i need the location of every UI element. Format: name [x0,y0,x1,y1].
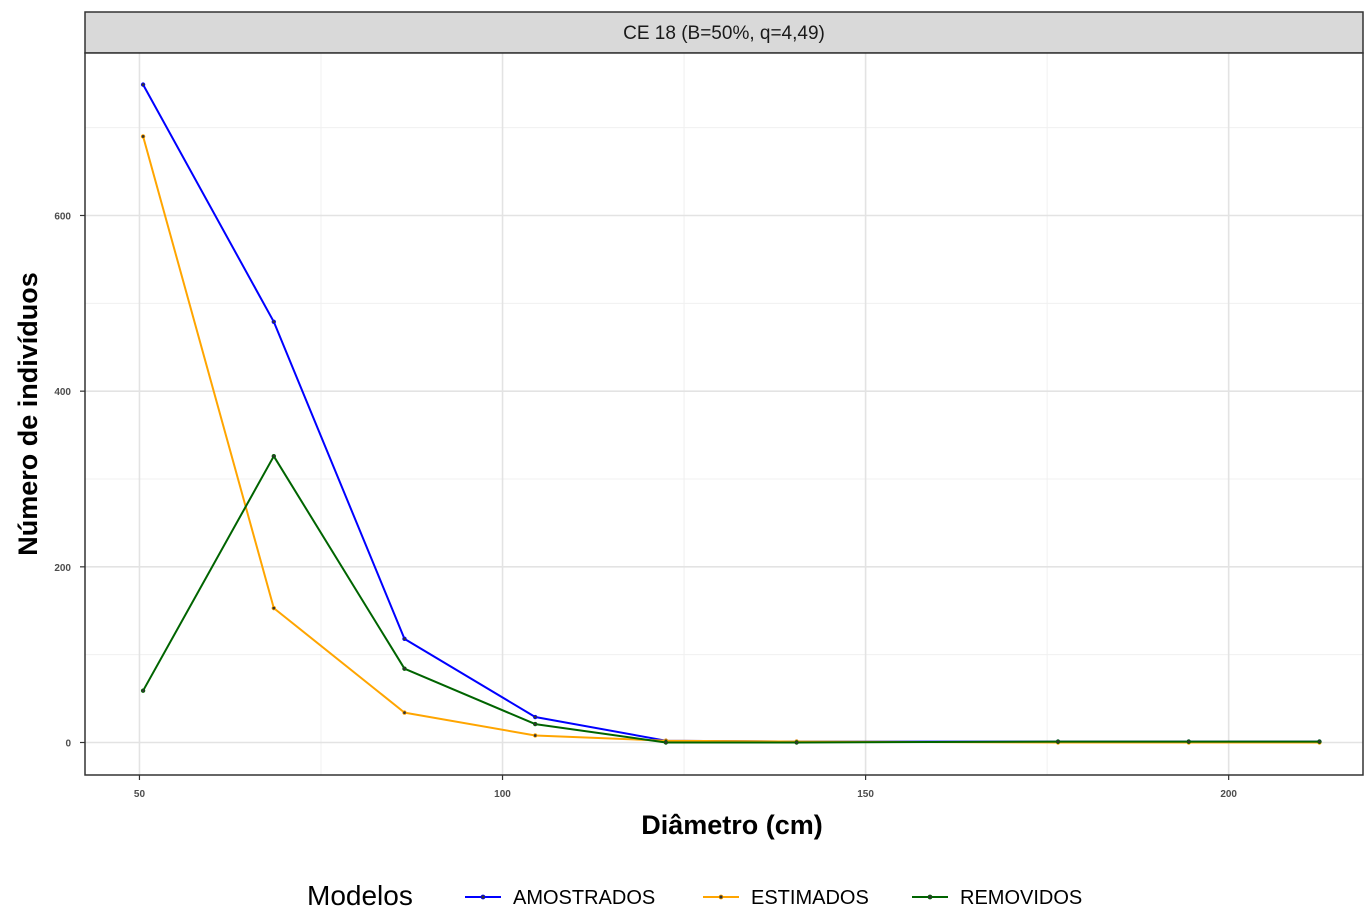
x-axis-ticks: 50 100 150 200 [134,775,1237,800]
data-point-removidos [271,453,276,459]
data-point-amostrados [402,636,407,642]
data-point-removidos [663,740,669,745]
data-point-amostrados [140,82,146,87]
chart-title: CE 18 (B=50%, q=4,49) [623,23,825,44]
legend-label: AMOSTRADOS [513,887,655,909]
x-tick-label: 50 [134,789,146,800]
data-point-removidos [533,721,538,727]
facet-strip-background [84,11,1364,54]
y-tick-label: 0 [65,739,71,750]
y-axis-ticks: 0 200 400 600 [54,211,85,750]
x-tick-label: 100 [494,789,511,800]
data-point-removidos [1186,739,1191,744]
y-tick-label: 600 [54,211,71,222]
data-point-removidos [402,666,407,671]
x-tick-label: 200 [1220,789,1237,800]
plot-panel [84,52,1364,776]
data-point-removidos [140,688,146,693]
series-removidos [140,453,1322,745]
data-point-removidos [1317,739,1322,744]
series-layer [140,82,1322,745]
data-point-estimados [271,605,276,611]
legend-key-point [480,894,486,900]
legend-key-point [927,894,933,900]
legend-item-removidos: REMOVIDOS [912,887,1082,909]
y-tick-label: 200 [54,563,71,574]
legend-title: Modelos [307,880,413,911]
data-point-removidos [794,740,799,745]
data-point-estimados [402,710,407,715]
x-tick-label: 150 [857,789,874,800]
data-point-estimados [140,134,146,139]
legend-items: AMOSTRADOS ESTIMADOS REMOVIDOS [465,887,1082,909]
data-point-amostrados [271,319,276,324]
facet-strip: CE 18 (B=50%, q=4,49) [84,11,1364,54]
plot-panel-border [84,52,1364,776]
legend-item-estimados: ESTIMADOS [703,887,869,909]
plot-panel-background [85,53,1363,775]
minor-gridlines [85,53,1363,775]
y-axis-title: Número de indivíduos [13,272,43,556]
data-point-amostrados [533,714,538,720]
y-tick-label: 400 [54,387,71,398]
legend-label: ESTIMADOS [751,887,869,909]
x-axis-title: Diâmetro (cm) [641,810,823,840]
legend-item-amostrados: AMOSTRADOS [465,887,655,909]
legend-label: REMOVIDOS [960,887,1082,909]
legend-key-point [718,894,724,900]
data-point-estimados [533,733,538,738]
legend: Modelos AMOSTRADOS ESTIMADOS REMOVIDOS [307,880,1082,911]
data-point-removidos [1055,739,1061,744]
